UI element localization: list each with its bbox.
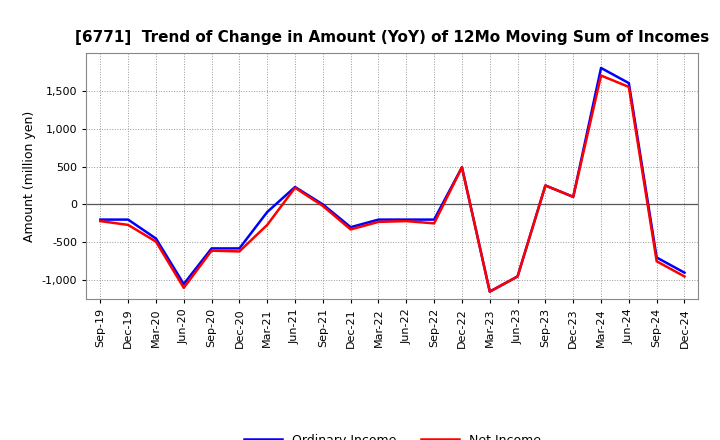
Net Income xyxy=(624,84,633,90)
Ordinary Income xyxy=(485,289,494,294)
Net Income xyxy=(291,185,300,191)
Net Income xyxy=(430,221,438,226)
Ordinary Income xyxy=(652,255,661,260)
Ordinary Income xyxy=(624,81,633,86)
Ordinary Income xyxy=(346,224,355,230)
Net Income xyxy=(235,249,243,254)
Net Income xyxy=(513,274,522,279)
Net Income xyxy=(207,248,216,253)
Net Income xyxy=(124,222,132,227)
Title: [6771]  Trend of Change in Amount (YoY) of 12Mo Moving Sum of Incomes: [6771] Trend of Change in Amount (YoY) o… xyxy=(76,29,709,45)
Line: Ordinary Income: Ordinary Income xyxy=(100,68,685,292)
Ordinary Income xyxy=(458,165,467,170)
Net Income xyxy=(458,165,467,170)
Ordinary Income xyxy=(597,65,606,70)
Net Income xyxy=(402,219,410,224)
Net Income xyxy=(263,222,271,227)
Ordinary Income xyxy=(680,270,689,275)
Ordinary Income xyxy=(152,236,161,241)
Ordinary Income xyxy=(513,274,522,279)
Net Income xyxy=(179,285,188,290)
Net Income xyxy=(346,227,355,232)
Net Income xyxy=(318,203,327,209)
Net Income xyxy=(652,259,661,264)
Net Income xyxy=(569,194,577,199)
Net Income xyxy=(597,73,606,78)
Legend: Ordinary Income, Net Income: Ordinary Income, Net Income xyxy=(244,433,541,440)
Line: Net Income: Net Income xyxy=(100,76,685,292)
Ordinary Income xyxy=(541,183,550,188)
Net Income xyxy=(680,274,689,279)
Ordinary Income xyxy=(374,217,383,222)
Ordinary Income xyxy=(402,217,410,222)
Net Income xyxy=(485,289,494,294)
Ordinary Income xyxy=(569,194,577,199)
Net Income xyxy=(541,183,550,188)
Ordinary Income xyxy=(263,209,271,215)
Ordinary Income xyxy=(430,217,438,222)
Ordinary Income xyxy=(96,217,104,222)
Y-axis label: Amount (million yen): Amount (million yen) xyxy=(23,110,36,242)
Ordinary Income xyxy=(291,184,300,190)
Net Income xyxy=(96,219,104,224)
Ordinary Income xyxy=(318,202,327,207)
Ordinary Income xyxy=(124,217,132,222)
Net Income xyxy=(374,219,383,224)
Ordinary Income xyxy=(179,282,188,287)
Net Income xyxy=(152,239,161,244)
Ordinary Income xyxy=(207,246,216,251)
Ordinary Income xyxy=(235,246,243,251)
